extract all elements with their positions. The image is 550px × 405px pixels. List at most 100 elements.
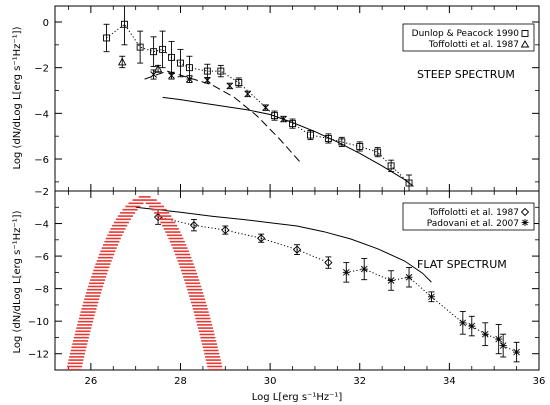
top-series-1-point [117,57,127,66]
legend-triangle-marker [520,40,530,48]
flat-spectrum-model-band [66,196,223,370]
bottom-series-0-point [292,245,302,254]
top-series-0-point [235,79,243,86]
top-series-0-errorbar [159,30,166,69]
bottom-series-1-point [405,273,413,281]
bottom-legend: Toffolotti et al. 1987 Padovani et al. 2… [402,202,535,231]
top-series-0-point [103,34,110,42]
top-series-4 [144,70,302,164]
bottom-series-1 [342,258,521,363]
bottom-series-2-line [135,206,432,283]
top-series-0-errorbar [103,23,110,53]
x-tick-label-0: 26 [84,376,97,387]
top-y-axis: 0 −2 −4 −6 [34,18,539,183]
top-series-1-point [153,64,163,73]
legend-toffolotti-1987-bottom: Toffolotti et al. 1987 [428,208,519,218]
top-series-2-point [226,82,234,90]
bottom-series-1-point [360,265,368,273]
x-axis-label: Log L[erg s⁻¹Hz⁻¹] [252,392,343,403]
top-series-0-errorbar [177,48,184,78]
top-series-0-point [217,67,225,75]
bottom-series-1-point [481,330,489,338]
top-series-0-point [356,143,364,150]
legend-asterisk-marker [521,219,529,226]
y-axis-label-bottom: Log (dN/dLog L[erg s⁻¹Hz⁻¹]) [12,210,23,353]
bottom-series-0-line [157,216,329,264]
top-series-0-line [106,23,410,184]
top-series-2-point [204,76,211,84]
legend-square-marker [521,30,529,37]
top-series-2 [150,69,287,123]
bottom-legend-box [402,202,535,231]
top-series-2-point [168,72,175,80]
bottom-panel: −2 −4 −6 −8 −10 −12 26 28 30 32 34 36 FLAT SPECTRU… [28,187,545,387]
legend-dunlop-peacock: Dunlop & Peacock 1990 [412,29,520,39]
top-y-tick-label-0: 0 [43,18,49,29]
top-legend-box [402,23,535,52]
top-series-0-point [168,53,175,61]
top-series-0-errorbar [137,30,144,64]
x-tick-label-4: 34 [443,376,456,387]
x-tick-label-5: 36 [533,376,546,387]
top-y-tick-label-1: −2 [34,64,49,75]
bottom-series-0 [153,209,333,269]
bottom-x-axis: 26 28 30 32 34 36 [68,191,545,387]
top-series-0 [103,6,413,191]
bottom-y-tick-label-1: −4 [34,220,49,231]
bottom-y-axis: −2 −4 −6 −8 −10 −12 [28,187,539,371]
bottom-series-3 [66,196,223,370]
bottom-y-tick-label-3: −8 [34,285,49,296]
bottom-y-tick-label-4: −10 [28,317,49,328]
bottom-y-tick-label-5: −12 [28,350,49,361]
bottom-series-0-errorbar [222,225,229,235]
top-series-2-point [186,75,193,83]
bottom-data-layer [66,196,521,370]
bottom-series-1-point [499,342,507,350]
top-series-0-point [306,131,314,139]
top-x-ticks [68,6,540,191]
bottom-series-1-point [495,335,503,343]
bottom-series-0-errorbar [258,233,265,243]
top-data-layer [103,6,414,191]
top-series-0-point [387,162,395,170]
bottom-series-0-point [221,225,230,235]
legend-toffolotti-1987-top: Toffolotti et al. 1987 [428,40,519,50]
bottom-y-tick-label-0: −2 [34,187,49,198]
top-series-2-point [244,90,252,98]
flat-spectrum-label: FLAT SPECTRUM [417,258,507,271]
bottom-series-1-point [342,268,350,276]
top-series-0-point [159,45,167,53]
top-series-0-point [136,43,144,51]
top-series-0-point [203,67,211,75]
top-series-3-line [162,96,414,187]
top-series-0-point [374,148,382,156]
top-series-0-point [405,179,413,187]
bottom-series-2 [135,206,432,283]
bottom-series-1-point [387,277,395,284]
top-panel: 0 −2 −4 −6 STEEP SPECTRUM Dunlop & Peacock … [34,5,540,192]
top-series-1 [117,55,163,73]
top-series-0-errorbar [168,40,175,74]
legend-diamond-marker [520,207,530,217]
top-series-2-point [262,104,269,111]
bottom-plot-frame [54,190,540,371]
steep-spectrum-label: STEEP SPECTRUM [417,68,515,81]
top-series-0-point [177,59,184,67]
top-series-4-line [144,70,302,164]
top-series-0-errorbar [150,36,157,67]
bottom-series-0-point [324,258,333,267]
top-series-0-point [185,64,193,72]
top-series-0-point [338,138,346,146]
bottom-series-1-point [427,293,435,301]
top-series-3 [162,96,414,187]
bottom-series-1-point [468,322,476,330]
bottom-y-tick-label-2: −6 [34,252,49,263]
top-series-0-point [271,112,279,120]
top-y-tick-label-3: −6 [34,155,49,166]
x-tick-label-3: 32 [353,376,366,387]
top-y-tick-label-2: −4 [34,109,49,120]
bottom-series-0-point [257,234,266,243]
bottom-series-0-point [189,221,199,230]
bottom-series-1-point [513,348,521,356]
